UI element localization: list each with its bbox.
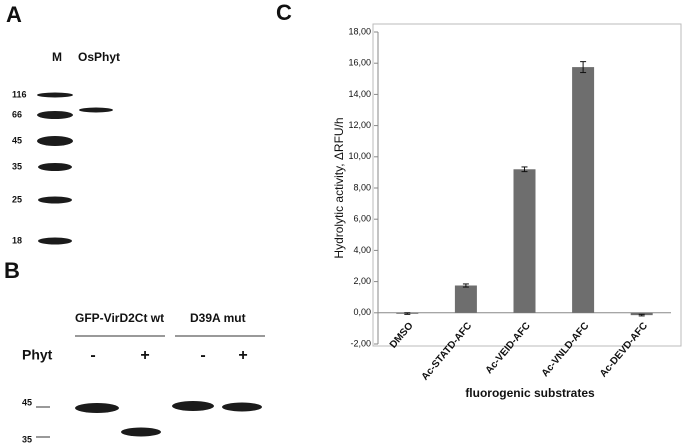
y-tick-label: 16,00 [348,58,371,68]
marker-label: 45 [12,135,22,145]
x-tick-label: Ac-VNLD-AFC [540,321,592,380]
bar [572,67,595,313]
y-tick-label: 10,00 [348,151,371,161]
y-tick-label: -2,00 [350,338,371,348]
group-label: D39A mut [190,311,246,325]
x-tick-label: Ac-STATD-AFC [420,321,475,383]
y-tick-label: 2,00 [353,276,371,286]
y-tick-label: 12,00 [348,120,371,130]
blot-band [172,401,214,411]
error-bar [521,166,528,173]
gel [37,92,113,245]
x-axis-label: fluorogenic substrates [465,386,595,400]
gel-band [38,237,72,245]
panel-letter: B [4,258,20,283]
panel-letter: A [6,2,22,27]
gel-band [37,111,73,119]
error-bar [580,61,587,74]
plot-frame [372,23,682,347]
gel-band [79,107,113,113]
treatment-label: - [200,347,205,364]
marker-label: 116 [12,89,27,99]
error-bar [462,283,469,288]
marker-label: 18 [12,235,22,245]
gel-band [38,196,72,204]
row-label: Phyt [22,347,53,363]
lane-label: OsPhyt [78,50,120,64]
y-tick-label: 14,00 [348,89,371,99]
x-tick-label: Ac-VEID-AFC [484,321,533,377]
error-bar [404,312,411,315]
error-bar [638,313,645,317]
x-tick-label: Ac-DEVD-AFC [598,321,650,380]
y-tick-label: 4,00 [353,245,371,255]
y-axis-label: Hydrolytic activity, ΔRFU/h [332,117,346,258]
blot-band [121,427,161,437]
treatment-label: + [140,347,149,364]
marker-label: 35 [22,434,32,444]
y-tick-label: 6,00 [353,214,371,224]
panel-letter: C [276,0,292,25]
treatment-label: - [90,347,95,364]
blot-band [75,403,119,413]
blot-band [222,402,262,412]
gel-band [38,163,72,171]
y-tick-label: 0,00 [353,307,371,317]
group-label: GFP-VirD2Ct wt [75,311,164,325]
marker-label: 35 [12,161,22,171]
bar [513,169,536,313]
marker-label: 66 [12,109,22,119]
lane-label: M [52,50,62,64]
treatment-label: + [238,347,247,364]
y-tick-label: 8,00 [353,182,371,192]
y-tick-label: 18,00 [348,26,371,36]
gel-band [37,92,73,98]
gel-band [37,136,73,146]
marker-label: 25 [12,194,22,204]
bar [454,285,477,313]
marker-label: 45 [22,397,32,407]
